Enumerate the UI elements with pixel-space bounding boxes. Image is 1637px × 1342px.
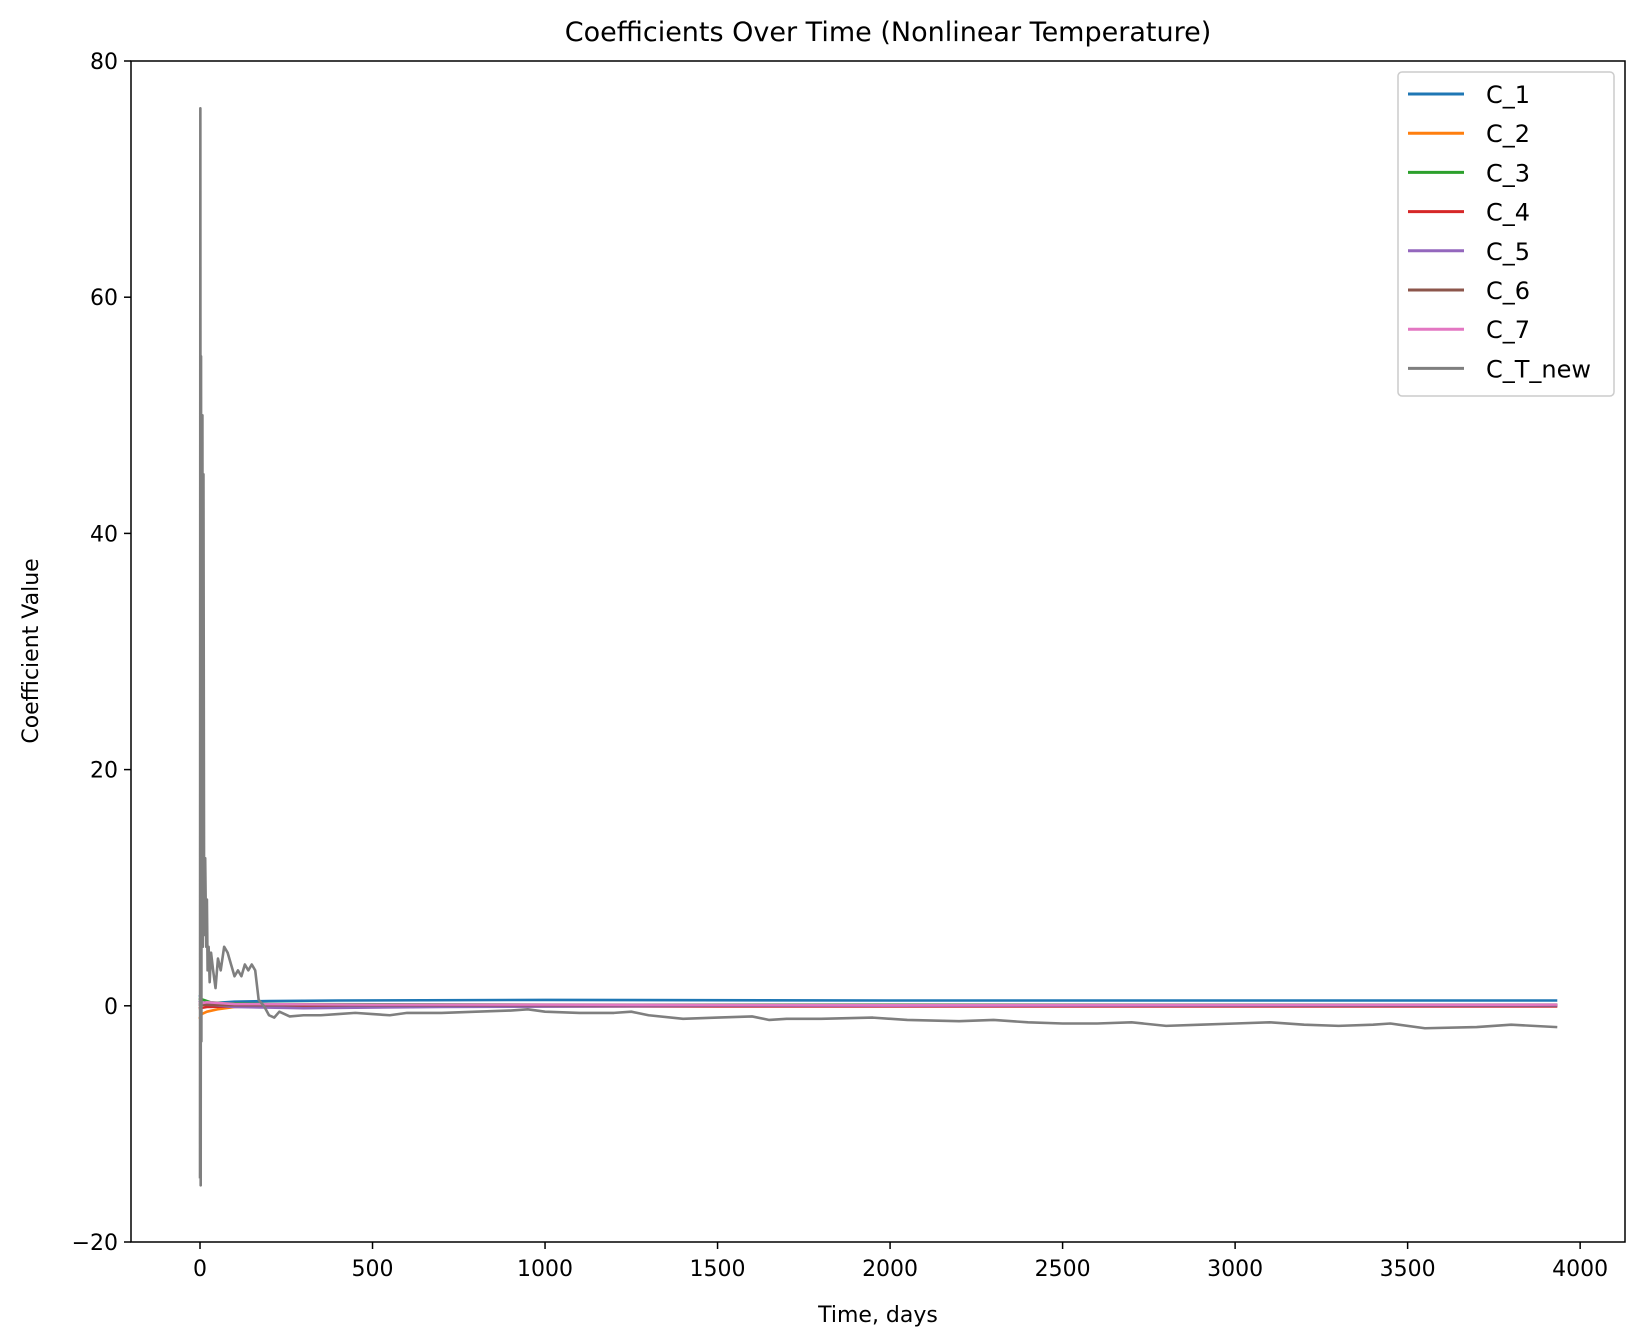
y-tick-label: 20: [90, 759, 118, 784]
series-line-c-7: [198, 1000, 1558, 1007]
plot-frame: [130, 60, 1626, 1243]
legend-label: C_T_new: [1486, 355, 1591, 383]
legend-label: C_1: [1486, 81, 1530, 109]
x-tick-label: 4000: [1552, 1257, 1608, 1282]
series-line-c-t-new: [198, 106, 1558, 1187]
y-axis: −20 0 20 40 60 80: [72, 50, 131, 1256]
legend-label: C_4: [1486, 199, 1530, 227]
x-axis: 0 500 1000 1500 2000 2500 3000 3500 4000: [193, 1242, 1608, 1282]
x-axis-label: Time, days: [817, 1303, 938, 1328]
x-tick-label: 0: [193, 1257, 207, 1282]
x-tick-label: 500: [352, 1257, 394, 1282]
chart-title: Coefficients Over Time (Nonlinear Temper…: [565, 17, 1211, 48]
legend-label: C_2: [1486, 120, 1530, 148]
x-tick-label: 1500: [690, 1257, 746, 1282]
legend-frame: [1397, 71, 1615, 397]
plot-area: [198, 106, 1558, 1187]
x-tick-label: 2500: [1035, 1257, 1091, 1282]
legend-label: C_3: [1486, 159, 1530, 187]
series-layer: [198, 106, 1558, 1187]
x-tick-label: 3500: [1380, 1257, 1436, 1282]
y-tick-label: 80: [90, 50, 118, 75]
y-axis-label: Coefficient Value: [19, 558, 44, 743]
y-tick-label: 60: [90, 286, 118, 311]
y-tick-label: 0: [104, 995, 118, 1020]
legend: C_1 C_2 C_3 C_4 C_5 C_6 C_7 C_T_new: [1397, 71, 1615, 397]
legend-label: C_5: [1486, 238, 1530, 266]
legend-label: C_6: [1486, 277, 1530, 305]
x-tick-label: 1000: [517, 1257, 573, 1282]
y-tick-label: 40: [90, 522, 118, 547]
y-tick-label: −20: [72, 1231, 118, 1256]
legend-label: C_7: [1486, 316, 1530, 344]
x-tick-label: 2000: [862, 1257, 918, 1282]
x-tick-label: 3000: [1207, 1257, 1263, 1282]
